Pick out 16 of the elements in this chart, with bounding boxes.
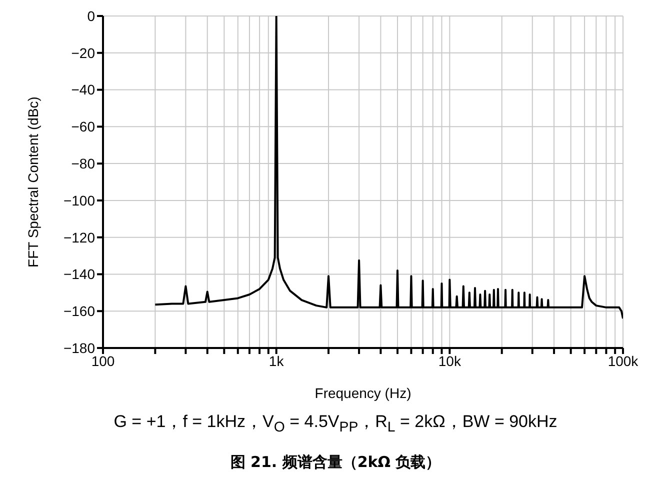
y-tick-label: 0 [87, 8, 96, 24]
y-axis-title: FFT Spectral Content (dBc) [24, 96, 41, 268]
y-tick-label: −120 [63, 229, 96, 246]
y-tick-label: −140 [63, 266, 96, 282]
y-tick-label: −40 [71, 82, 96, 98]
x-tick-label: 1k [268, 352, 285, 369]
y-tick-label: −60 [71, 118, 96, 135]
y-tick-label: −100 [63, 192, 96, 208]
x-tick-label: 100k [608, 352, 640, 369]
text: 图 21. 频谱含量（2kΩ 负载） [229, 453, 442, 472]
x-axis-title: Frequency (Hz) [314, 385, 412, 401]
x-tick-label: 10k [438, 352, 462, 369]
y-tick-label: −80 [71, 156, 96, 172]
y-tick-label: −160 [63, 303, 96, 320]
text: G = +1，f = 1kHz，V$_{O}$ = 4.5V$_{PP}$，R$_{L}$ = 2kΩ，BW = 90kHz [112, 411, 558, 436]
y-tick-label: −20 [71, 44, 96, 61]
